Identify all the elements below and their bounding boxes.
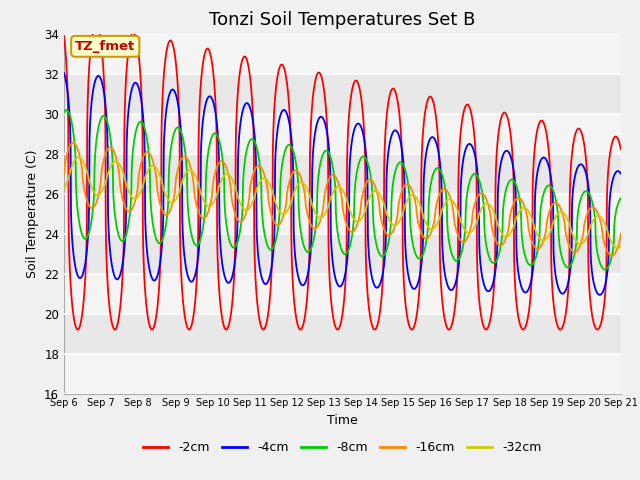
Bar (64, 193, 621, 234)
Legend: -2cm, -4cm, -8cm, -16cm, -32cm: -2cm, -4cm, -8cm, -16cm, -32cm (138, 436, 547, 459)
Bar (64, 274, 621, 313)
Text: TZ_fmet: TZ_fmet (75, 40, 136, 53)
Title: Tonzi Soil Temperatures Set B: Tonzi Soil Temperatures Set B (209, 11, 476, 29)
Bar (64, 34, 621, 73)
Bar (64, 354, 621, 394)
Y-axis label: Soil Temperature (C): Soil Temperature (C) (26, 149, 38, 278)
X-axis label: Time: Time (327, 414, 358, 427)
Bar (64, 114, 621, 154)
